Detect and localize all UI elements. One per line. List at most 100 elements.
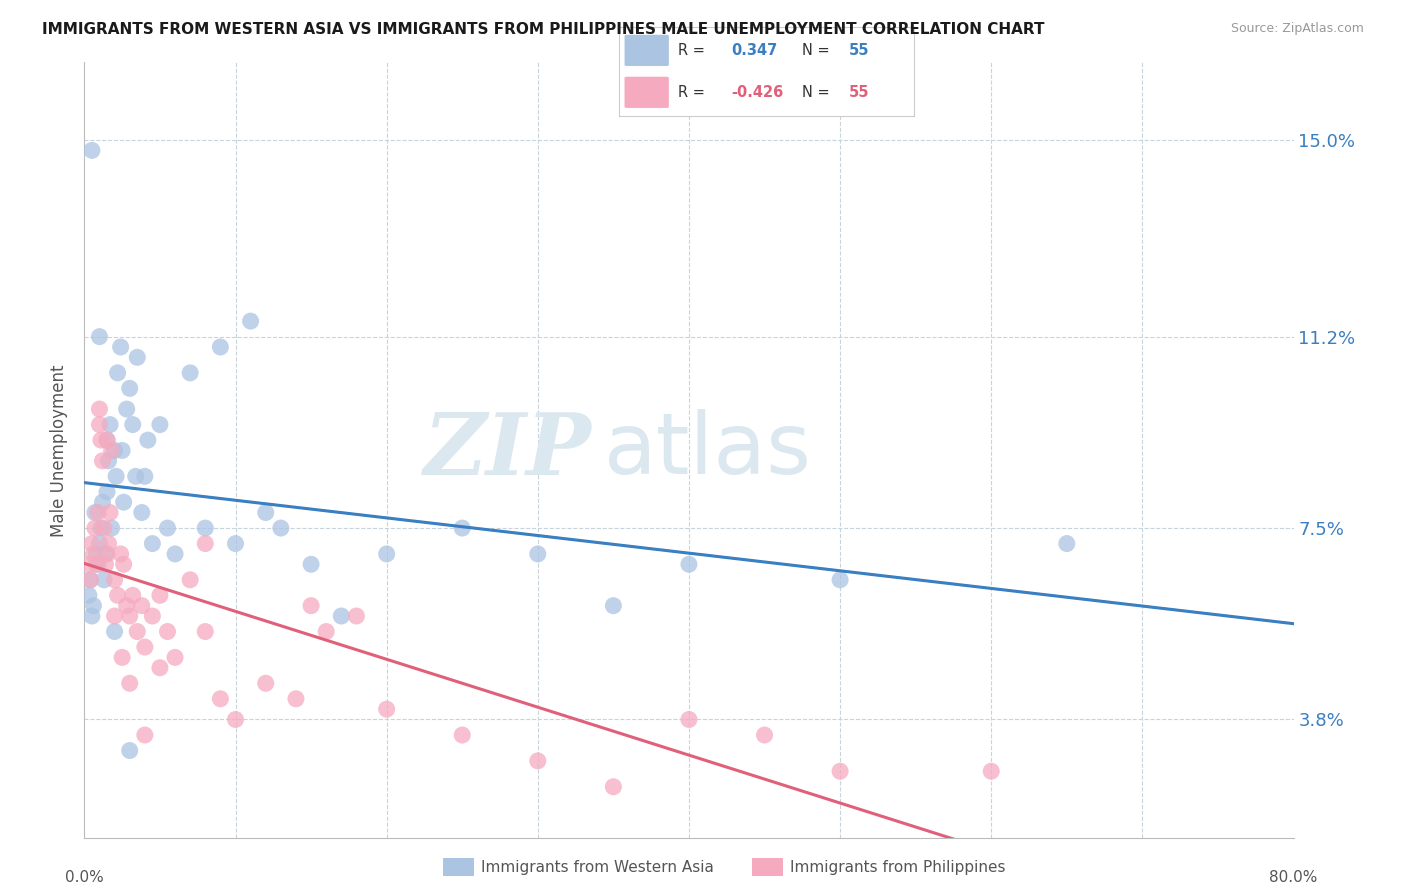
Point [134,728,156,742]
Point [194,536,217,550]
Text: 80.0%: 80.0% [1270,870,1317,885]
Point [104,624,127,639]
Point [125,469,148,483]
Point [141,609,163,624]
Point [97,454,120,468]
Point [239,314,262,328]
Text: atlas: atlas [605,409,813,492]
Point [451,521,474,535]
Y-axis label: Male Unemployment: Male Unemployment [51,364,69,537]
Point [86,558,108,572]
Point [830,764,852,779]
Point [527,754,550,768]
Point [111,650,134,665]
Point [91,495,114,509]
Point [149,661,172,675]
Point [107,366,129,380]
Text: Source: ZipAtlas.com: Source: ZipAtlas.com [1230,22,1364,36]
Point [330,609,353,624]
Text: ZIP: ZIP [425,409,592,492]
Point [100,443,122,458]
Point [84,521,107,535]
Point [77,558,100,572]
Point [82,599,104,613]
Point [225,713,247,727]
Point [94,547,117,561]
Point [100,521,122,535]
Point [79,573,101,587]
Point [93,573,115,587]
Point [93,521,115,535]
Point [254,506,277,520]
Point [121,417,143,432]
Point [165,547,187,561]
Point [118,609,141,624]
Point [80,536,103,550]
Text: R =: R = [678,86,704,100]
Point [89,329,111,343]
Point [90,521,112,535]
Point [754,728,776,742]
Point [315,624,337,639]
Point [96,547,118,561]
Point [121,588,143,602]
Point [127,351,149,365]
Point [87,558,110,572]
Point [830,573,852,587]
Point [84,506,107,520]
Text: 0.347: 0.347 [731,44,778,58]
Text: 55: 55 [849,44,869,58]
Point [149,588,172,602]
Point [115,402,138,417]
Point [602,780,624,794]
Point [87,506,110,520]
Text: IMMIGRANTS FROM WESTERN ASIA VS IMMIGRANTS FROM PHILIPPINES MALE UNEMPLOYMENT CO: IMMIGRANTS FROM WESTERN ASIA VS IMMIGRAN… [42,22,1045,37]
Point [375,702,398,716]
Point [98,506,121,520]
Point [91,454,114,468]
Point [131,506,153,520]
Point [225,536,247,550]
Point [82,547,104,561]
Point [105,469,128,483]
Point [527,547,550,561]
Point [96,484,118,499]
Point [80,609,103,624]
Point [77,588,100,602]
Point [194,624,217,639]
Point [285,691,308,706]
Text: Immigrants from Philippines: Immigrants from Philippines [790,860,1005,874]
Point [112,558,135,572]
Point [375,547,398,561]
Point [110,340,132,354]
Point [86,547,108,561]
Point [98,417,121,432]
Point [299,599,322,613]
Point [194,521,217,535]
Point [115,599,138,613]
Point [602,599,624,613]
Text: 55: 55 [849,86,869,100]
Text: -0.426: -0.426 [731,86,783,100]
Point [110,547,132,561]
Point [104,609,127,624]
Text: N =: N = [801,44,830,58]
FancyBboxPatch shape [624,77,669,108]
Point [209,340,232,354]
Point [136,433,159,447]
Point [270,521,292,535]
Point [156,521,179,535]
Text: 0.0%: 0.0% [65,870,104,885]
Point [156,624,179,639]
Point [96,433,118,447]
Point [141,536,163,550]
Point [90,433,112,447]
Point [134,469,156,483]
Point [111,443,134,458]
Point [97,536,120,550]
Text: N =: N = [801,86,830,100]
Point [678,558,700,572]
Point [209,691,232,706]
Point [104,573,127,587]
Point [89,402,111,417]
